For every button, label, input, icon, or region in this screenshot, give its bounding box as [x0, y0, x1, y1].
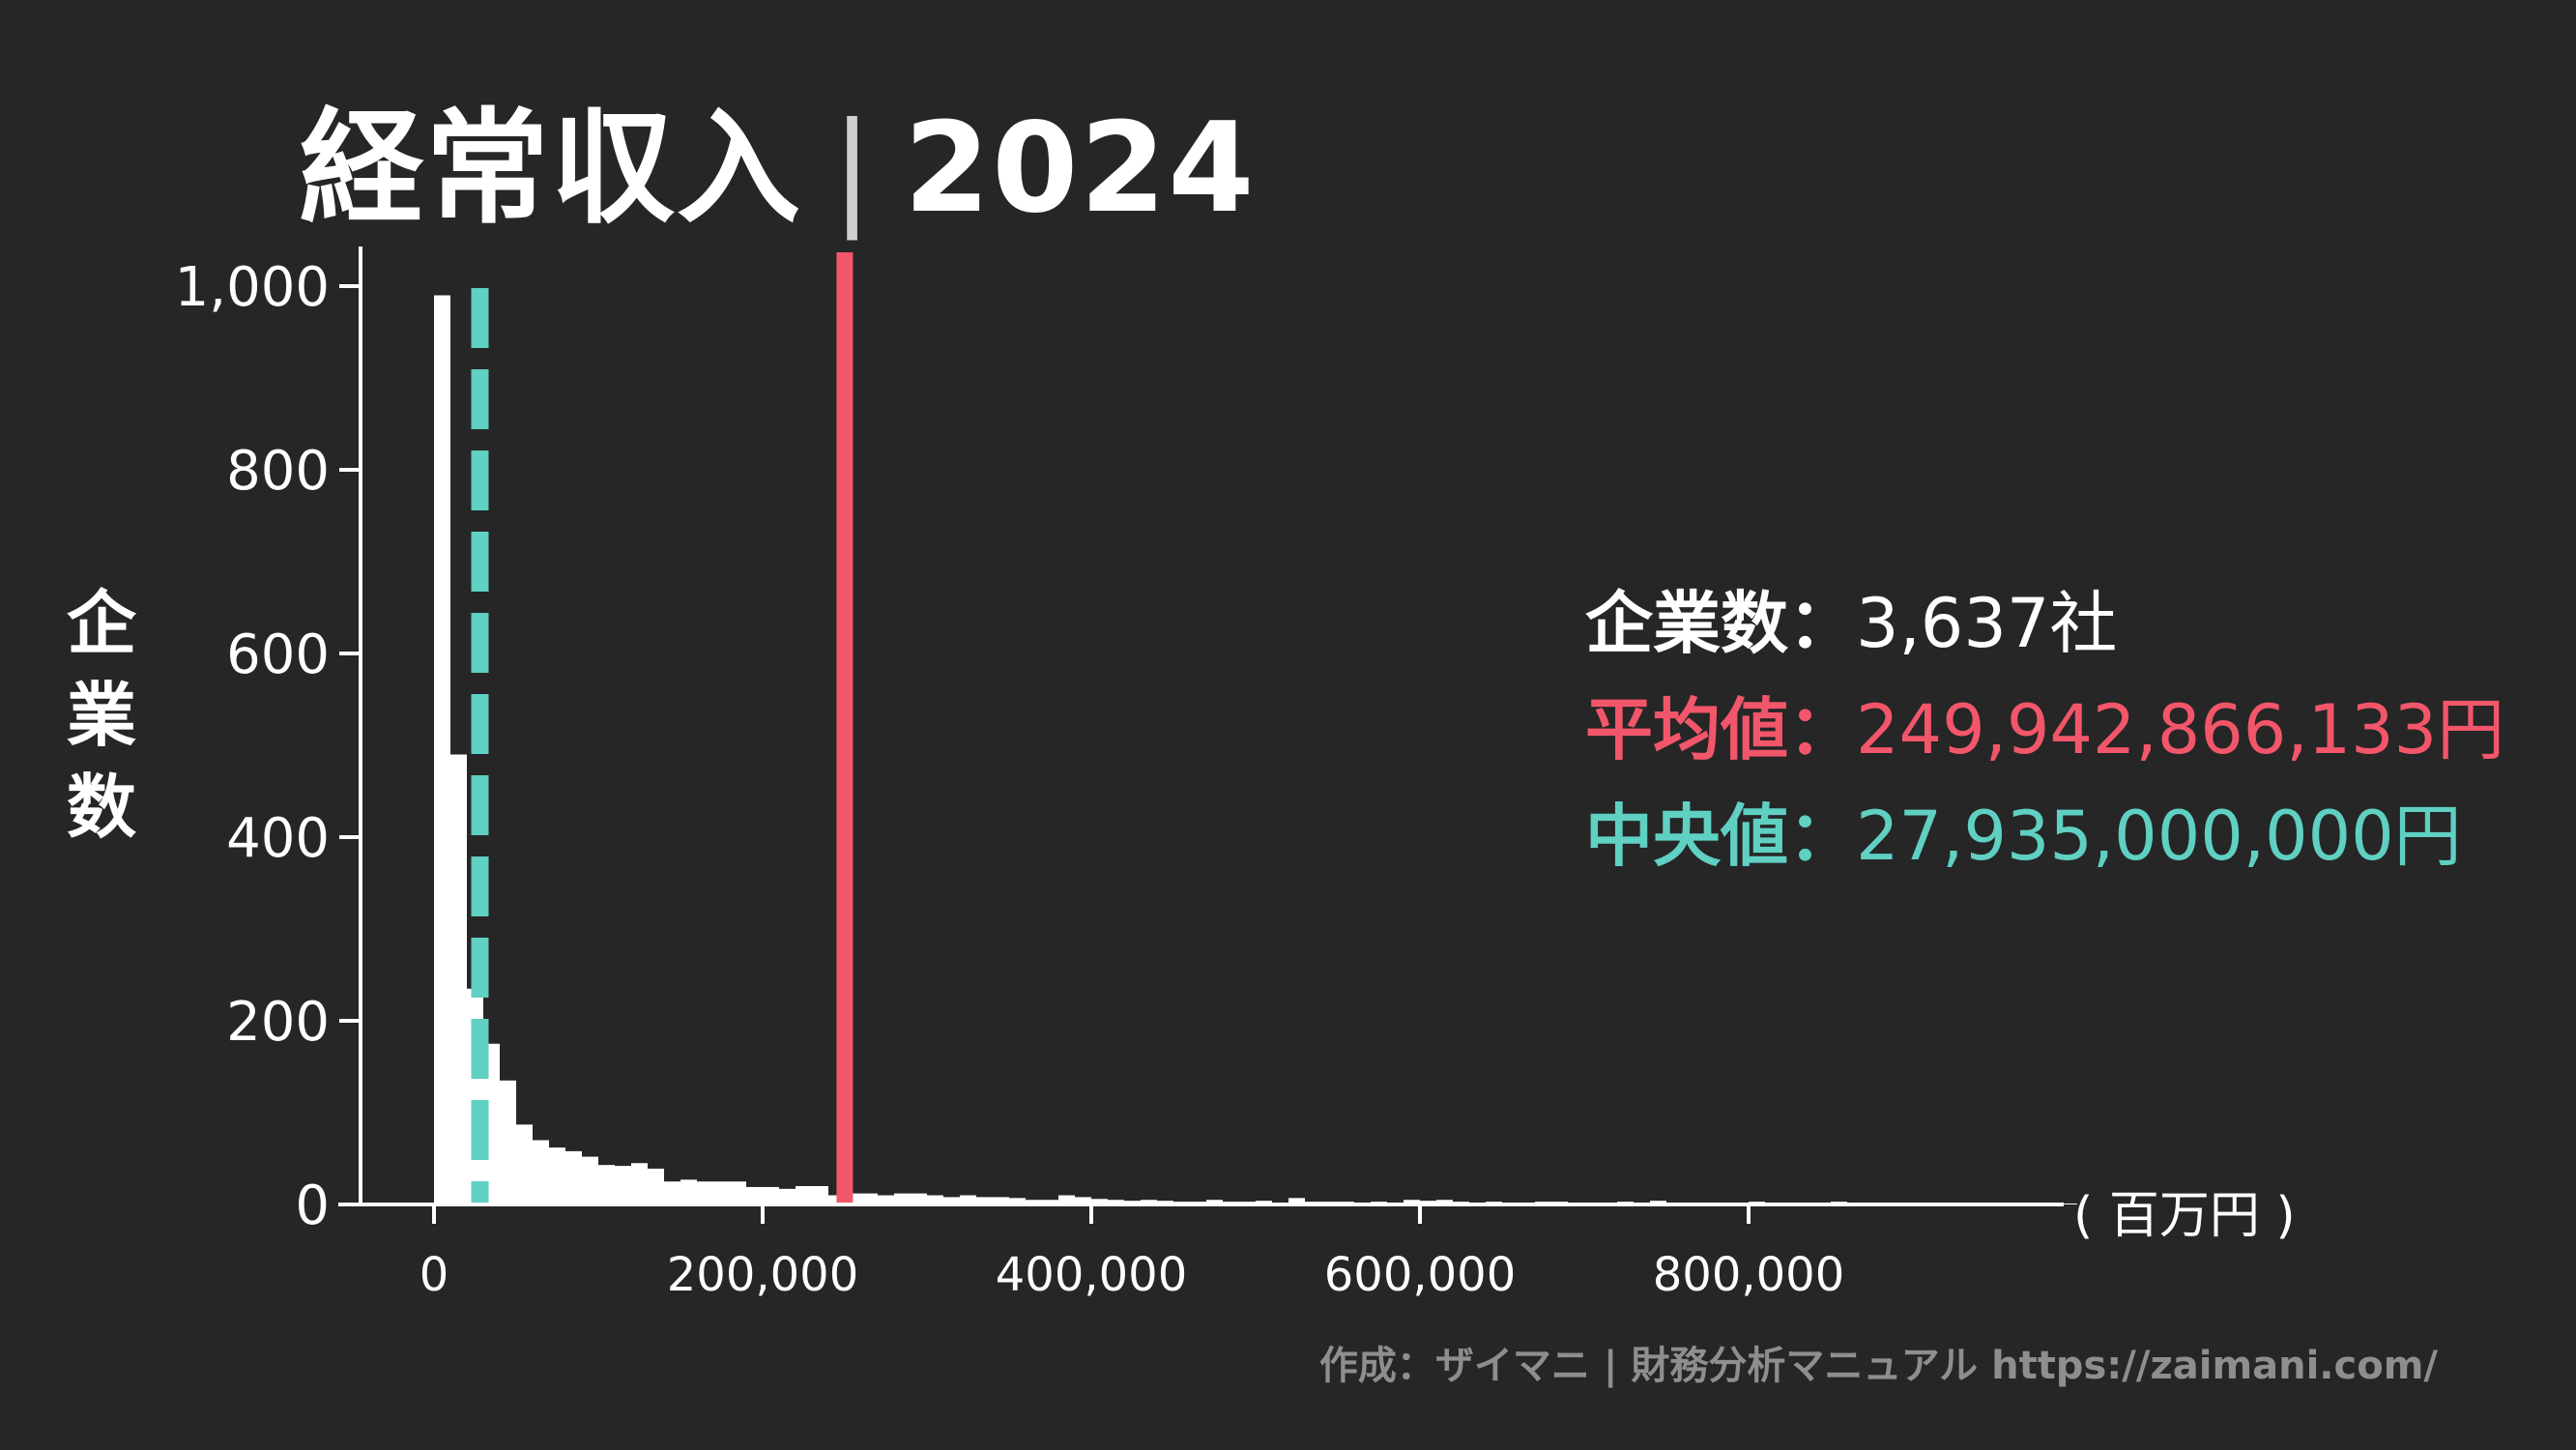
histogram-bar: [697, 1181, 713, 1204]
y-axis-label: 企 業 数: [58, 578, 145, 854]
histogram-bar: [796, 1186, 812, 1204]
histogram-bar: [1058, 1195, 1075, 1204]
histogram-bar: [746, 1186, 763, 1204]
stats-panel: 企業数：3,637社 平均値：249,942,866,133円 中央値：27,9…: [1585, 570, 2504, 889]
histogram-bar: [434, 295, 450, 1204]
stats-mean-label: 平均値：: [1585, 690, 1856, 769]
histogram-bar: [943, 1197, 960, 1204]
histogram-bar: [812, 1186, 828, 1204]
histogram-bar: [549, 1147, 565, 1204]
x-tick-label: 0: [420, 1248, 449, 1302]
histogram-bar: [1042, 1200, 1058, 1204]
stats-median-value: 27,935,000,000円: [1856, 797, 2462, 876]
credit-footer: 作成：ザイマニ | 財務分析マニュアル https://zaimani.com/: [1318, 1344, 2438, 1388]
title-year: 2024: [904, 97, 1257, 241]
stats-count-label: 企業数：: [1585, 584, 1856, 663]
histogram-bar: [582, 1156, 598, 1204]
y-tick-label: 200: [226, 991, 330, 1054]
histogram-bar: [1108, 1200, 1124, 1204]
histogram-bar: [976, 1197, 993, 1204]
stats-count-row: 企業数：3,637社: [1585, 570, 2504, 677]
x-tick-label: 400,000: [996, 1248, 1188, 1302]
y-tick-label: 1,000: [175, 256, 330, 319]
histogram-bar: [516, 1124, 533, 1204]
histogram-bar: [1141, 1200, 1157, 1204]
histogram-bar: [1206, 1200, 1223, 1204]
y-tick-label: 0: [295, 1174, 330, 1237]
histogram-bar: [615, 1166, 631, 1204]
histogram-bar: [1288, 1198, 1305, 1204]
y-tick-label: 400: [226, 807, 330, 870]
stats-count-value: 3,637社: [1856, 584, 2118, 663]
histogram-bar: [845, 1193, 861, 1204]
x-tick-label: 200,000: [667, 1248, 859, 1302]
x-tick-label: 800,000: [1653, 1248, 1845, 1302]
y-tick-label: 800: [226, 440, 330, 503]
histogram-bar: [1436, 1200, 1453, 1204]
x-axis-unit-label: ( 百万円 ): [2073, 1187, 2296, 1245]
y-axis-label-char-3: 数: [66, 767, 136, 848]
y-tick-label: 600: [226, 624, 330, 686]
histogram-bar: [763, 1186, 779, 1204]
title-main: 経常収入: [300, 97, 803, 241]
title-separator: |: [831, 97, 876, 241]
histogram-bar: [960, 1195, 976, 1204]
histogram-bar: [878, 1195, 894, 1204]
histogram-bar: [533, 1140, 549, 1204]
histogram-bar: [648, 1168, 664, 1204]
x-tick-label: 600,000: [1324, 1248, 1517, 1302]
y-axis-label-char-1: 企: [66, 583, 136, 664]
histogram-bar: [861, 1193, 878, 1204]
stats-mean-value: 249,942,866,133円: [1856, 690, 2505, 769]
histogram-bar: [927, 1195, 943, 1204]
histogram-bar: [598, 1165, 615, 1204]
histogram-bar: [1091, 1199, 1108, 1204]
histogram-bar: [1404, 1200, 1420, 1204]
histogram-bar: [911, 1193, 927, 1204]
histogram-bar: [664, 1181, 680, 1204]
histogram-bar: [993, 1197, 1009, 1204]
histogram-bar: [1075, 1197, 1091, 1204]
stats-mean-row: 平均値：249,942,866,133円: [1585, 677, 2504, 783]
histogram-bar: [680, 1179, 697, 1204]
histogram-bar: [450, 754, 467, 1204]
histogram-bar: [1009, 1198, 1026, 1204]
histogram-bar: [894, 1193, 911, 1204]
histogram-bar: [1026, 1200, 1042, 1204]
histogram-bar: [483, 1043, 500, 1204]
histogram-bar: [779, 1188, 796, 1204]
histogram-bar: [713, 1181, 730, 1204]
histogram-bar: [565, 1150, 582, 1204]
histogram-bar: [500, 1080, 516, 1204]
histogram-bar: [631, 1163, 648, 1204]
y-axis-label-char-2: 業: [66, 675, 136, 756]
stats-median-label: 中央値：: [1585, 797, 1856, 876]
histogram-bar: [730, 1181, 746, 1204]
chart-title: 経常収入 | 2024: [300, 68, 1256, 246]
stats-median-row: 中央値：27,935,000,000円: [1585, 783, 2504, 889]
